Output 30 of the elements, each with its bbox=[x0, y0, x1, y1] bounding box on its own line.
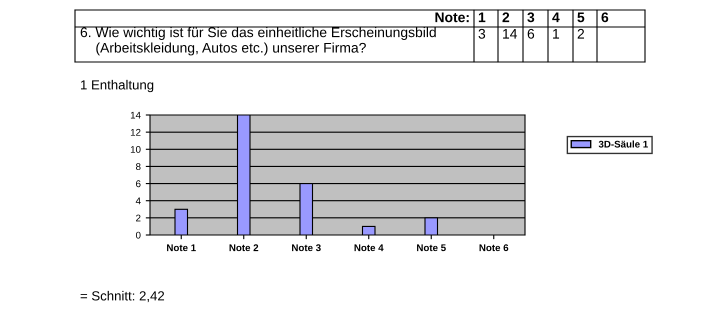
chart-title: 6. Wie wichtig ist für Sie das einheitliche Erscheinungsbild (Arbeitskleidung, Autos etc.) unserer Firma? bbox=[80, 27, 436, 56]
text: 4 bbox=[552, 12, 560, 22]
x-tick-label: Note 3 bbox=[292, 244, 321, 252]
y-tick-label: 12 bbox=[130, 128, 140, 136]
legend-label: 3D-Säule 1 bbox=[598, 140, 648, 148]
text: 2 bbox=[578, 28, 584, 39]
text: 14 bbox=[503, 29, 518, 39]
text: 6 bbox=[602, 12, 608, 22]
y-tick-label: 2 bbox=[136, 214, 140, 222]
y-tick-label: 10 bbox=[130, 146, 141, 153]
text: 2 bbox=[502, 12, 510, 22]
x-tick-label: Note 4 bbox=[354, 244, 384, 252]
text: = Schnitt: 2,42 bbox=[80, 290, 164, 302]
text: 1 bbox=[553, 29, 560, 39]
text: Note: bbox=[435, 12, 469, 22]
x-tick-label: Note 6 bbox=[480, 244, 508, 252]
x-tick-label: Note 1 bbox=[167, 244, 196, 252]
y-tick-label: 14 bbox=[130, 112, 141, 119]
text: 3 bbox=[478, 28, 486, 39]
text: 1 Enthaltung bbox=[81, 80, 154, 92]
text: 3 bbox=[527, 12, 534, 22]
y-tick-label: 6 bbox=[136, 180, 141, 188]
x-tick-label: Note 2 bbox=[230, 244, 258, 252]
text: 1 bbox=[478, 12, 486, 22]
text: 6 bbox=[528, 28, 534, 39]
y-tick-label: 8 bbox=[136, 163, 141, 170]
x-tick-label: Note 5 bbox=[417, 244, 446, 252]
y-tick-label: 4 bbox=[136, 198, 141, 204]
y-tick-label: 0 bbox=[136, 232, 141, 239]
text: 5 bbox=[577, 12, 584, 22]
